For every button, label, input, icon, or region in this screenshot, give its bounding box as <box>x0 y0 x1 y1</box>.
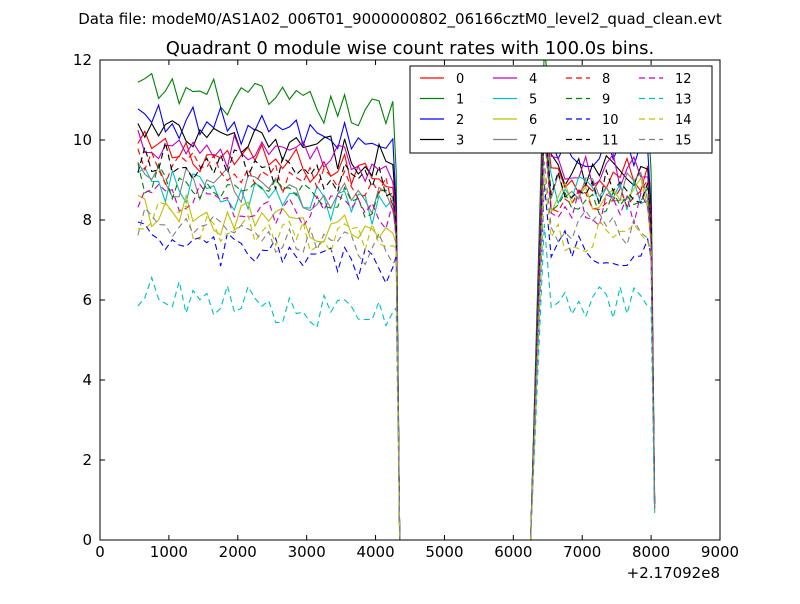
series-line-12 <box>137 132 656 540</box>
legend-label-12: 12 <box>675 72 692 87</box>
x-tick-label-1000: 1000 <box>150 543 188 561</box>
chart-title: Quadrant 0 module wise count rates with … <box>166 38 655 59</box>
series-line-15 <box>137 161 656 540</box>
series-line-0 <box>137 113 656 540</box>
legend-label-0: 0 <box>456 72 464 87</box>
chart-suptitle: Data file: modeM0/AS1A02_006T01_90000008… <box>78 10 722 29</box>
series-line-4 <box>137 89 656 540</box>
y-tick-label-4: 4 <box>82 371 92 389</box>
legend-label-9: 9 <box>602 93 610 108</box>
legend-label-3: 3 <box>456 134 464 149</box>
series-line-11 <box>137 117 656 540</box>
x-tick-label-9000: 9000 <box>701 543 739 561</box>
series-line-7 <box>137 110 656 540</box>
x-offset-label: +2.17092e8 <box>627 564 720 582</box>
series-line-8 <box>137 117 656 540</box>
y-tick-label-12: 12 <box>73 51 92 69</box>
y-tick-label-8: 8 <box>82 211 92 229</box>
legend-label-13: 13 <box>675 93 692 108</box>
x-tick-label-4000: 4000 <box>356 543 394 561</box>
x-tick-label-0: 0 <box>95 543 105 561</box>
legend-box <box>409 65 713 154</box>
legend-label-7: 7 <box>529 134 537 149</box>
series-line-2 <box>137 79 656 540</box>
y-tick-label-0: 0 <box>82 531 92 549</box>
legend-label-2: 2 <box>456 113 464 128</box>
legend-label-11: 11 <box>602 134 619 149</box>
legend-label-8: 8 <box>602 72 610 87</box>
legend-label-5: 5 <box>529 93 537 108</box>
x-tick-label-7000: 7000 <box>563 543 601 561</box>
legend-label-4: 4 <box>529 72 537 87</box>
legend-label-6: 6 <box>529 113 537 128</box>
series-line-9 <box>137 116 656 540</box>
y-tick-label-10: 10 <box>73 131 92 149</box>
legend-label-1: 1 <box>456 93 464 108</box>
legend-label-10: 10 <box>602 113 619 128</box>
y-tick-label-2: 2 <box>82 451 92 469</box>
x-tick-label-5000: 5000 <box>425 543 463 561</box>
series-lines <box>137 60 656 540</box>
x-tick-label-3000: 3000 <box>288 543 326 561</box>
series-line-3 <box>137 90 656 540</box>
x-tick-label-2000: 2000 <box>219 543 257 561</box>
legend-label-14: 14 <box>675 113 692 128</box>
series-line-13 <box>137 223 656 540</box>
legend-label-15: 15 <box>675 134 692 149</box>
x-tick-label-8000: 8000 <box>632 543 670 561</box>
plot-area: 0 1000 2000 3000 4000 5000 6000 7000 8000 9000 0 2 4… <box>73 51 739 561</box>
x-tick-label-6000: 6000 <box>494 543 532 561</box>
series-line-14 <box>137 174 656 540</box>
y-tick-label-6: 6 <box>82 291 92 309</box>
series-line-10 <box>137 183 656 540</box>
